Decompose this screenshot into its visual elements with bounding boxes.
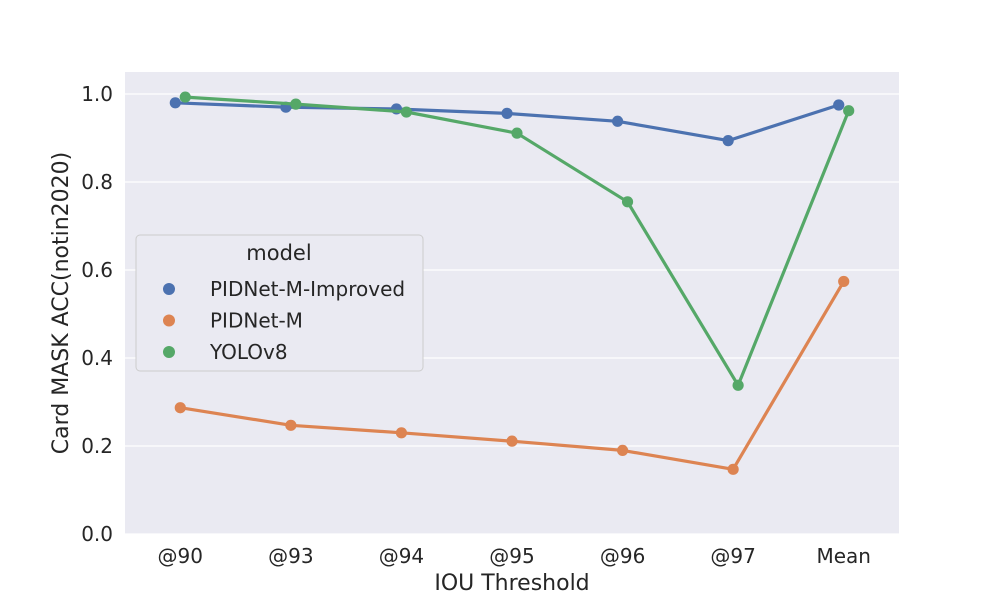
data-point: [833, 99, 845, 111]
data-point: [843, 105, 855, 117]
y-tick-labels: 0.0 0.2 0.4 0.6 0.8 1.0: [81, 82, 113, 546]
data-point: [511, 127, 523, 139]
y-tick-label: 0.2: [81, 434, 113, 458]
data-point: [727, 463, 739, 475]
data-point: [611, 115, 624, 127]
x-tick-label: @95: [489, 544, 534, 568]
x-tick-label: @96: [600, 544, 645, 568]
legend-label: PIDNet-M: [210, 309, 303, 333]
x-tick-label: @90: [158, 544, 203, 568]
series-yolov8: [179, 91, 855, 391]
y-tick-label: 0.8: [81, 170, 113, 194]
x-tick-label: @94: [379, 544, 424, 568]
data-point: [722, 135, 734, 147]
x-axis-label: IOU Threshold: [434, 571, 589, 596]
data-point: [395, 427, 408, 439]
data-point: [290, 98, 302, 110]
data-point: [400, 106, 413, 118]
legend-title: model: [246, 241, 311, 265]
data-point: [616, 444, 629, 456]
data-point: [506, 435, 518, 447]
y-tick-label: 0.0: [81, 522, 113, 546]
data-point: [501, 107, 513, 119]
x-tick-label: @97: [710, 544, 755, 568]
y-tick-label: 0.6: [81, 258, 113, 282]
data-point: [174, 402, 186, 414]
series-pidnet-m: [174, 275, 850, 475]
legend: model PIDNet-M-Improved PIDNet-M YOLOv8: [135, 234, 424, 372]
data-point: [621, 196, 634, 208]
y-axis-label: Card MASK ACC(notin2020): [49, 152, 74, 455]
legend-label: YOLOv8: [209, 340, 288, 364]
legend-marker: [163, 314, 175, 327]
y-tick-label: 0.4: [81, 346, 113, 370]
data-point: [285, 419, 297, 431]
legend-box: [135, 234, 424, 372]
x-tick-labels: @90 @93 @94 @95 @96 @97 Mean: [158, 544, 871, 568]
legend-marker: [163, 283, 175, 295]
y-tick-label: 1.0: [81, 82, 113, 106]
legend-items: PIDNet-M-Improved PIDNet-M YOLOv8: [163, 277, 405, 364]
legend-label: PIDNet-M-Improved: [210, 277, 405, 301]
data-point: [732, 379, 744, 391]
data-point: [179, 91, 191, 103]
series-layer: [169, 91, 855, 475]
data-point: [838, 275, 850, 288]
legend-marker: [163, 346, 175, 358]
x-tick-label: Mean: [816, 544, 871, 568]
x-tick-label: @93: [268, 544, 313, 568]
data-point: [169, 97, 181, 109]
